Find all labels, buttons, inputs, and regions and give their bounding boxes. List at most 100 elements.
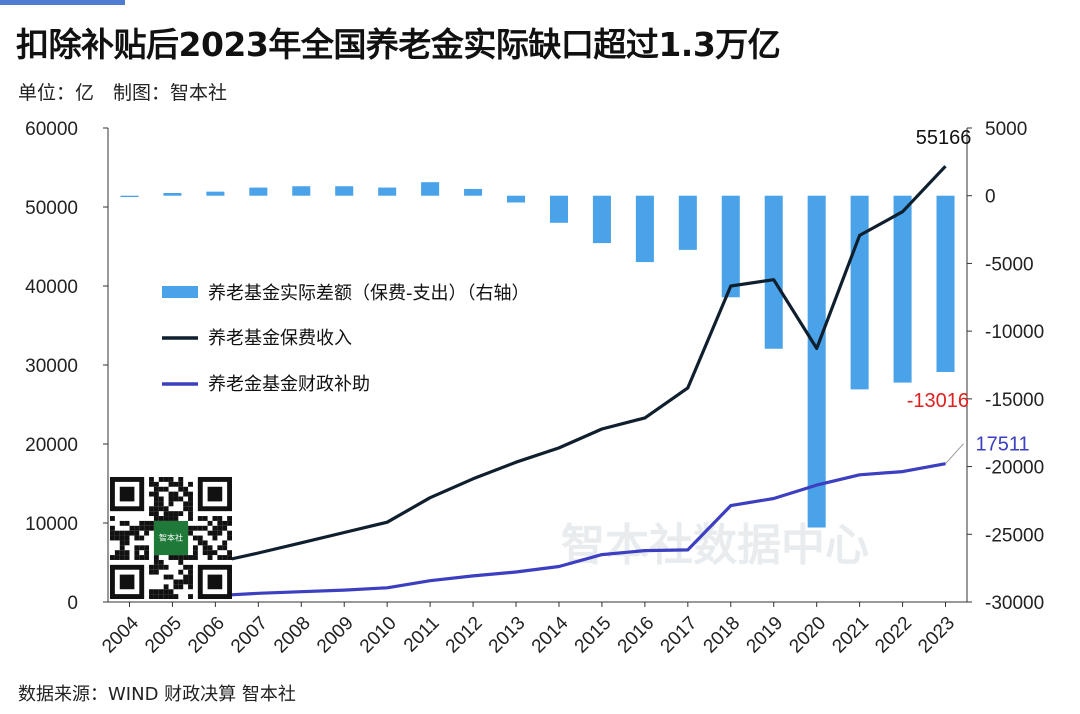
qr-module xyxy=(163,574,169,580)
right-tick-label: -5000 xyxy=(985,254,1034,275)
qr-module xyxy=(163,516,169,521)
qr-module xyxy=(188,594,193,599)
qr-module xyxy=(163,477,169,482)
qr-module xyxy=(149,477,154,482)
x-tick-label: 2014 xyxy=(528,612,573,657)
qr-finder-br-core xyxy=(207,574,223,590)
qr-module xyxy=(153,486,159,492)
qr-module xyxy=(144,530,150,536)
qr-module xyxy=(217,520,223,526)
annotations: 55166 -13016 17511 xyxy=(907,127,1030,464)
legend-label-income: 养老基金保费收入 xyxy=(208,328,352,349)
qr-module xyxy=(153,594,159,599)
qr-module xyxy=(139,525,145,531)
qr-module xyxy=(227,520,232,526)
qr-module xyxy=(149,481,154,487)
x-tick-label: 2018 xyxy=(700,613,745,658)
line-series xyxy=(129,165,947,599)
qr-module xyxy=(149,569,154,575)
qr-module xyxy=(178,496,184,502)
qr-module xyxy=(183,486,189,492)
x-tick-label: 2012 xyxy=(442,613,487,658)
x-tick-label: 2020 xyxy=(785,613,830,658)
qr-module xyxy=(197,540,203,546)
qr-module xyxy=(158,496,164,502)
qr-module xyxy=(158,564,164,570)
left-tick-label: 30000 xyxy=(25,356,78,377)
qr-module xyxy=(217,516,223,521)
right-tick-label: -30000 xyxy=(985,593,1044,614)
qr-module xyxy=(153,516,159,521)
qr-module xyxy=(153,511,159,517)
bar-2016 xyxy=(635,195,654,263)
qr-module xyxy=(188,564,193,570)
qr-module xyxy=(134,545,140,551)
qr-module xyxy=(158,506,164,512)
qr-module xyxy=(153,555,159,560)
x-tick-label: 2006 xyxy=(184,613,229,658)
x-tick-label: 2007 xyxy=(227,613,272,658)
qr-module xyxy=(173,481,179,487)
bar-2023 xyxy=(936,195,955,372)
qr-module xyxy=(163,584,169,590)
qr-module xyxy=(188,579,193,585)
qr-module xyxy=(178,579,184,585)
qr-module xyxy=(134,535,140,541)
qr-module xyxy=(178,569,184,575)
right-tick-label: 0 xyxy=(985,187,996,208)
left-tick-label: 40000 xyxy=(25,277,78,298)
x-tick-label: 2010 xyxy=(356,613,401,658)
qr-module xyxy=(144,555,150,560)
qr-module xyxy=(124,520,130,526)
qr-module xyxy=(178,486,184,492)
qr-module xyxy=(192,525,198,531)
qr-module xyxy=(227,535,232,541)
qr-module xyxy=(217,555,223,560)
qr-module xyxy=(110,525,115,531)
qr-module xyxy=(119,545,125,551)
qr-module xyxy=(168,496,174,502)
bar-2022 xyxy=(893,195,912,383)
qr-module xyxy=(114,555,120,560)
qr-module xyxy=(144,550,150,556)
x-tick-label: 2019 xyxy=(743,613,788,658)
left-tick-label: 20000 xyxy=(25,435,78,456)
accent-bar xyxy=(0,0,125,5)
bar-2013 xyxy=(507,195,526,203)
bar-2020 xyxy=(807,195,826,528)
qr-module xyxy=(192,555,198,560)
qr-module xyxy=(202,545,208,551)
qr-code: 智本社 xyxy=(110,477,232,599)
qr-module xyxy=(202,516,208,521)
qr-module xyxy=(110,530,115,536)
qr-module xyxy=(178,481,184,487)
qr-module xyxy=(153,491,159,497)
qr-module xyxy=(168,516,174,521)
qr-module xyxy=(197,516,203,521)
qr-module xyxy=(212,535,218,541)
qr-module xyxy=(158,501,164,507)
x-tick-label: 2015 xyxy=(571,613,616,658)
right-tick-label: -20000 xyxy=(985,458,1044,479)
x-tick-label: 2013 xyxy=(485,613,530,658)
x-tick-label: 2021 xyxy=(828,613,873,658)
data-source: 数据来源：WIND 财政决算 智本社 xyxy=(18,684,296,705)
qr-module xyxy=(114,530,120,536)
qr-module xyxy=(153,559,159,565)
qr-finder-bl-core xyxy=(119,574,135,590)
qr-module xyxy=(217,530,223,536)
qr-finder-tr-core xyxy=(207,486,223,502)
x-tick-label: 2017 xyxy=(657,613,702,658)
subsidy-leader-line xyxy=(945,443,964,464)
x-tick-label: 2016 xyxy=(614,613,659,658)
qr-module xyxy=(114,535,120,541)
qr-module xyxy=(227,530,232,536)
qr-finder-tl-core xyxy=(119,486,135,502)
qr-module xyxy=(192,535,198,541)
bar-2006 xyxy=(206,191,225,196)
qr-module xyxy=(144,525,150,531)
income-last-label: 55166 xyxy=(916,127,972,149)
qr-module xyxy=(222,555,228,560)
qr-module xyxy=(192,545,198,551)
qr-module xyxy=(178,584,184,590)
